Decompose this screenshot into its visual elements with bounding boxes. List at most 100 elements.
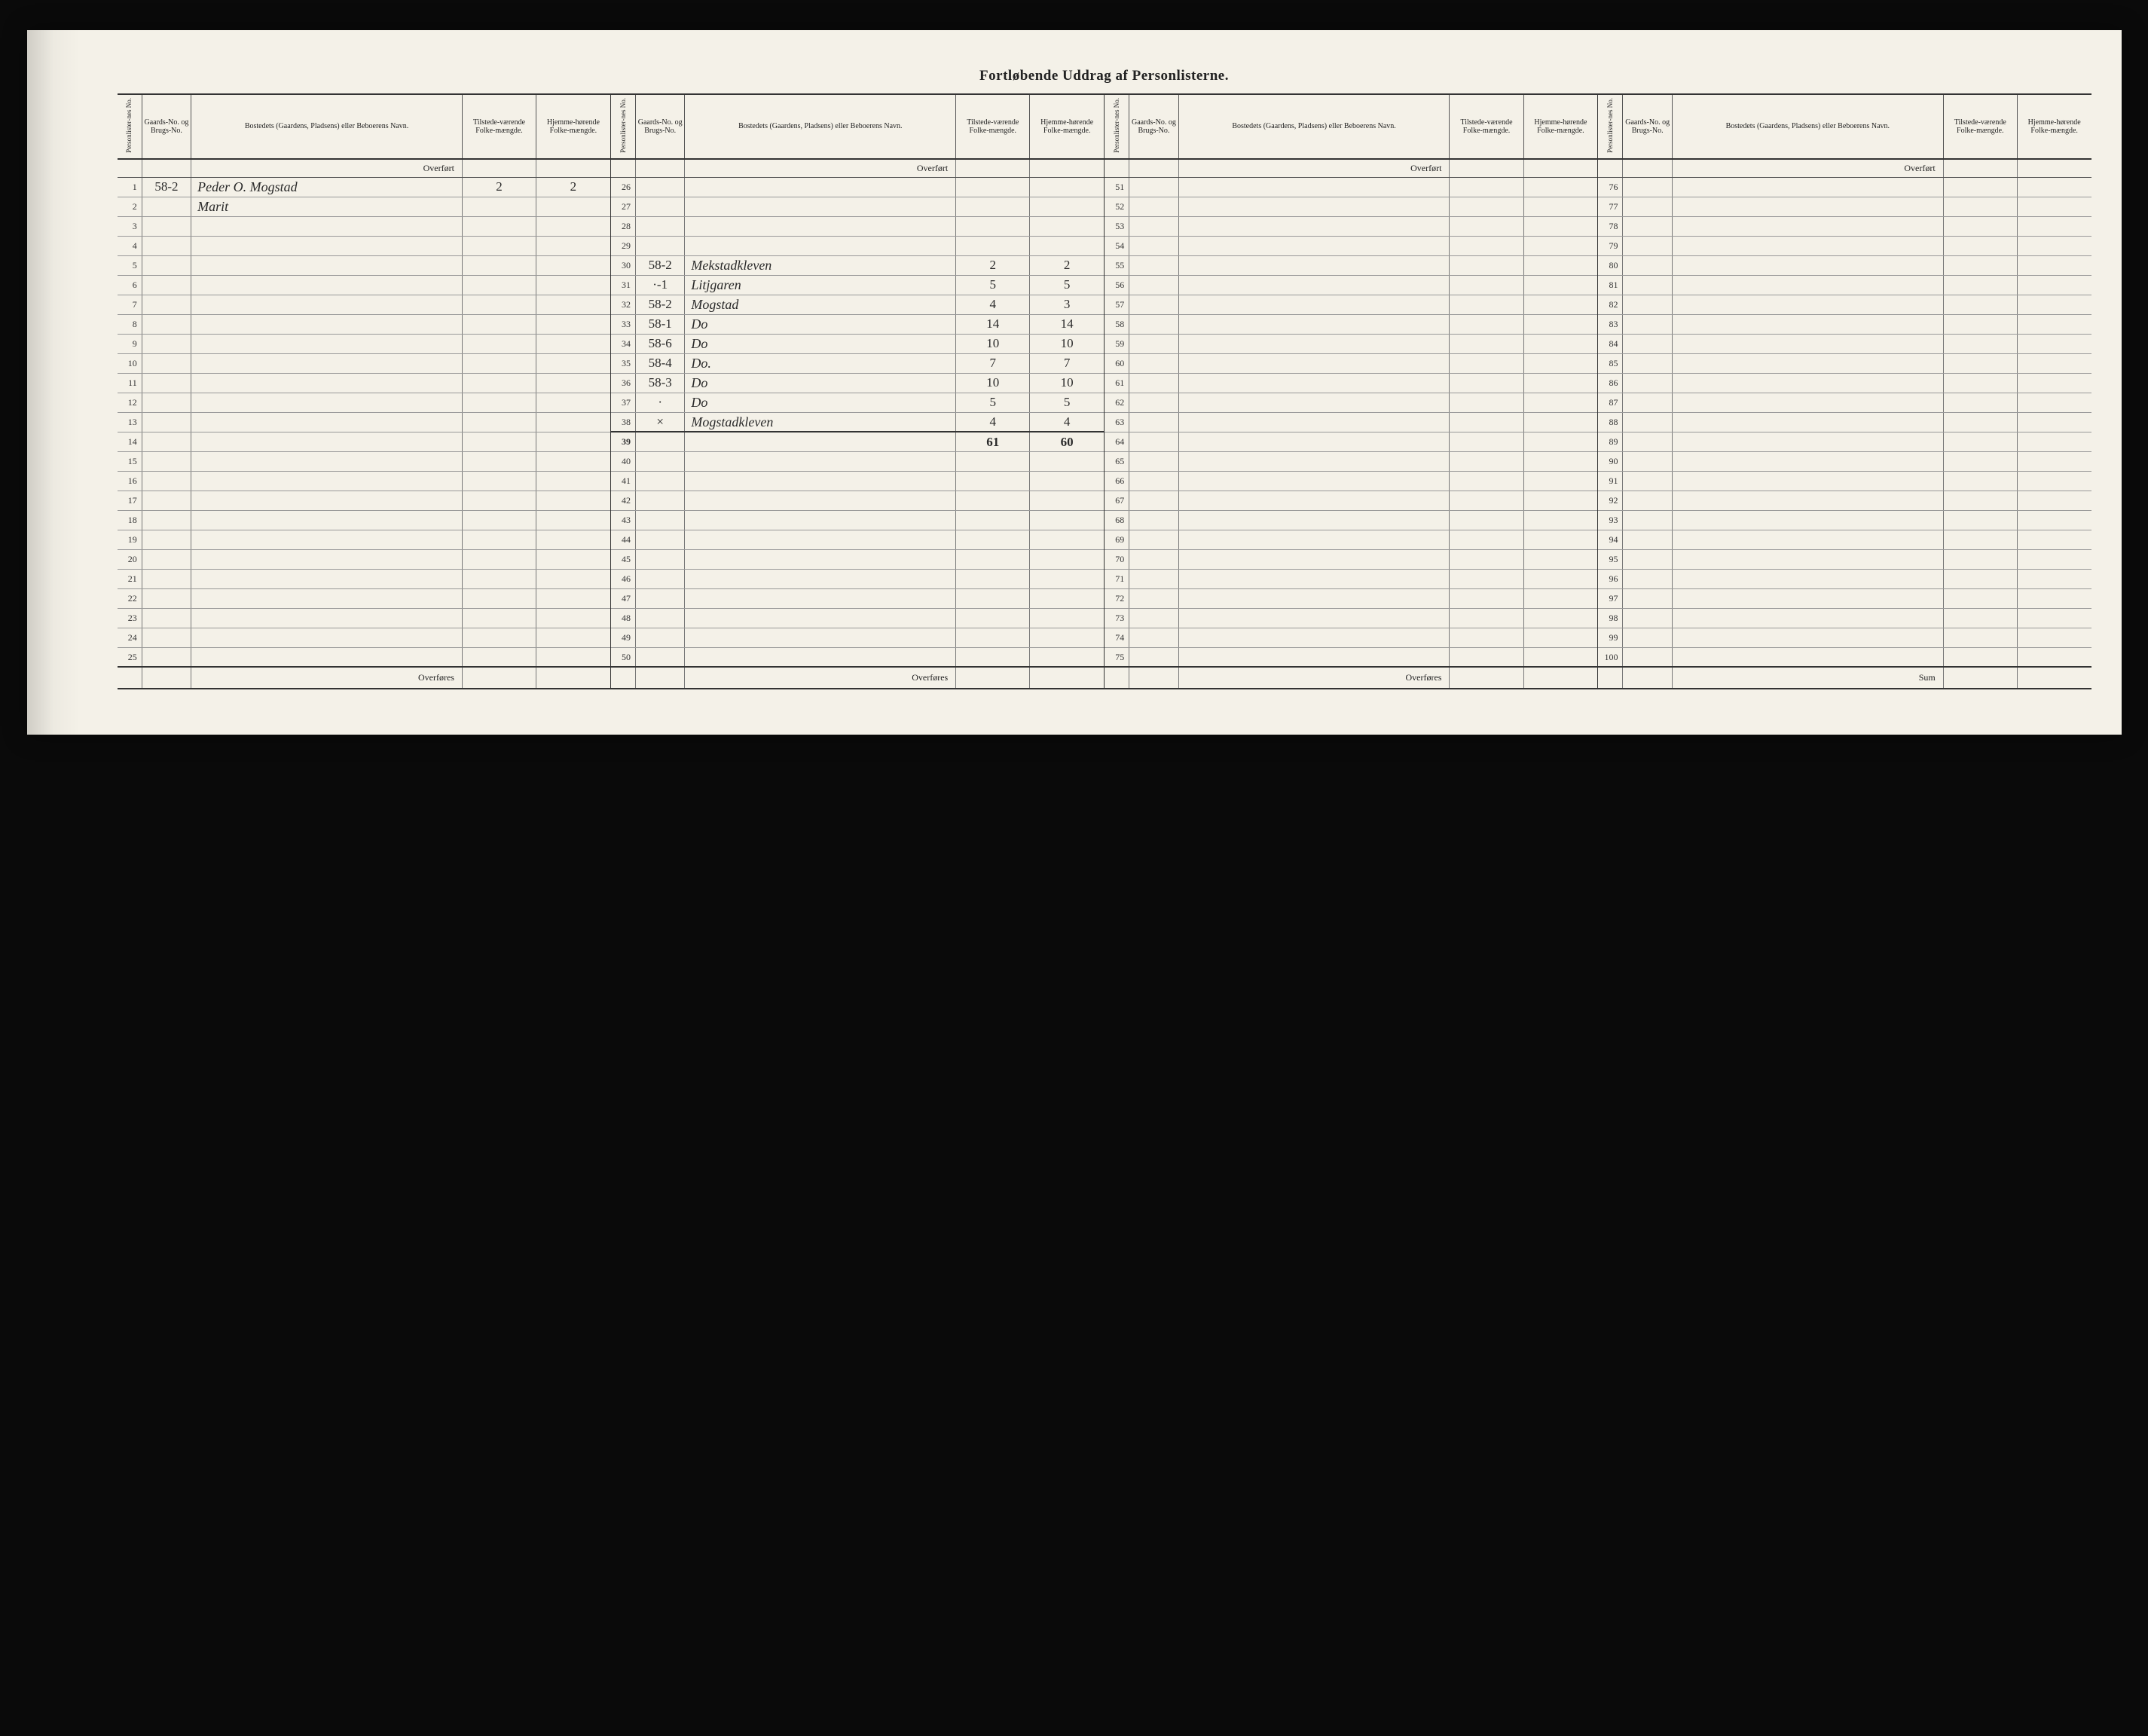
cell-name	[1672, 373, 1943, 393]
table-row: 11	[118, 373, 610, 393]
table-row: 17	[118, 491, 610, 510]
cell-rownum: 31	[611, 275, 636, 295]
table-row: 55	[1105, 255, 1597, 275]
cell-name	[1672, 530, 1943, 549]
table-row: 21	[118, 569, 610, 588]
cell-rownum: 33	[611, 314, 636, 334]
cell-rownum: 58	[1105, 314, 1129, 334]
cell-hjemme	[2017, 295, 2091, 314]
table-row: 22	[118, 588, 610, 608]
cell-hjemme: 4	[1030, 412, 1104, 432]
table-row: 79	[1598, 236, 2091, 255]
cell-name	[1178, 314, 1450, 334]
cell-gaard	[142, 353, 191, 373]
cell-hjemme	[1523, 236, 1597, 255]
hdr-bosted: Bostedets (Gaardens, Pladsens) eller Beb…	[191, 95, 463, 159]
cell-hjemme	[1523, 275, 1597, 295]
cell-tilstede	[956, 588, 1030, 608]
cell-name	[685, 549, 956, 569]
cell-gaard	[142, 647, 191, 667]
cell-hjemme	[536, 236, 610, 255]
cell-tilstede	[1943, 432, 2017, 451]
cell-gaard	[1623, 295, 1672, 314]
cell-tilstede	[462, 471, 536, 491]
cell-gaard	[142, 216, 191, 236]
cell-name: Litjgaren	[685, 275, 956, 295]
cell-hjemme	[1523, 314, 1597, 334]
row-overfort: Overført	[1105, 159, 1597, 177]
cell-hjemme	[2017, 197, 2091, 216]
cell-name	[191, 608, 463, 628]
hdr-gaards-no: Gaards-No. og Brugs-No.	[142, 95, 191, 159]
table-row: 44	[611, 530, 1104, 549]
cell-gaard	[1129, 412, 1178, 432]
cell-gaard	[142, 432, 191, 451]
cell-tilstede	[1450, 530, 1523, 549]
cell-tilstede	[1450, 432, 1523, 451]
cell-hjemme	[2017, 275, 2091, 295]
table-row: 86	[1598, 373, 2091, 393]
cell-hjemme: 2	[1030, 255, 1104, 275]
cell-rownum: 23	[118, 608, 142, 628]
hdr-person-no: Personlister-nes No.	[1598, 95, 1623, 159]
cell-tilstede: 5	[956, 275, 1030, 295]
cell-name	[191, 588, 463, 608]
cell-rownum: 41	[611, 471, 636, 491]
cell-tilstede: 4	[956, 295, 1030, 314]
cell-name: Do	[685, 314, 956, 334]
cell-gaard	[1129, 314, 1178, 334]
hdr-hjemme: Hjemme-hørende Folke-mængde.	[1030, 95, 1104, 159]
cell-rownum: 55	[1105, 255, 1129, 275]
cell-hjemme	[1523, 373, 1597, 393]
cell-gaard	[1623, 236, 1672, 255]
cell-hjemme	[536, 216, 610, 236]
cell-tilstede	[1450, 412, 1523, 432]
table-row: 48	[611, 608, 1104, 628]
table-row: 3258-2Mogstad43	[611, 295, 1104, 314]
cell-hjemme	[536, 569, 610, 588]
cell-hjemme	[536, 549, 610, 569]
cell-name	[1178, 588, 1450, 608]
cell-name	[1178, 510, 1450, 530]
table-row: 25	[118, 647, 610, 667]
cell-name	[191, 510, 463, 530]
cell-rownum: 24	[118, 628, 142, 647]
cell-gaard	[1129, 569, 1178, 588]
cell-name	[191, 451, 463, 471]
cell-name: Mogstad	[685, 295, 956, 314]
cell-rownum: 20	[118, 549, 142, 569]
cell-hjemme	[1523, 177, 1597, 197]
cell-gaard	[1623, 216, 1672, 236]
cell-rownum: 7	[118, 295, 142, 314]
cell-tilstede: 10	[956, 334, 1030, 353]
cell-name	[685, 236, 956, 255]
cell-gaard	[1129, 334, 1178, 353]
cell-hjemme	[1030, 588, 1104, 608]
cell-tilstede	[462, 275, 536, 295]
cell-name	[685, 197, 956, 216]
table-row: 37·Do55	[611, 393, 1104, 412]
ledger-table: Personlister-nes No.Gaards-No. og Brugs-…	[118, 95, 610, 688]
cell-rownum: 69	[1105, 530, 1129, 549]
cell-name: Do	[685, 334, 956, 353]
row-overfores: Overføres	[611, 667, 1104, 688]
table-row: 70	[1105, 549, 1597, 569]
cell-hjemme	[2017, 549, 2091, 569]
cell-rownum: 42	[611, 491, 636, 510]
cell-name	[1178, 451, 1450, 471]
cell-hjemme	[536, 530, 610, 549]
cell-hjemme	[1523, 353, 1597, 373]
table-row: 10	[118, 353, 610, 373]
cell-rownum: 90	[1598, 451, 1623, 471]
cell-name	[1178, 549, 1450, 569]
cell-rownum: 65	[1105, 451, 1129, 471]
hdr-tilstede: Tilstede-værende Folke-mængde.	[956, 95, 1030, 159]
cell-name	[191, 569, 463, 588]
cell-name	[1672, 255, 1943, 275]
table-row: 158-2Peder O. Mogstad22	[118, 177, 610, 197]
table-row: 68	[1105, 510, 1597, 530]
cell-hjemme	[536, 314, 610, 334]
cell-tilstede	[956, 451, 1030, 471]
cell-rownum: 98	[1598, 608, 1623, 628]
cell-gaard	[1129, 451, 1178, 471]
